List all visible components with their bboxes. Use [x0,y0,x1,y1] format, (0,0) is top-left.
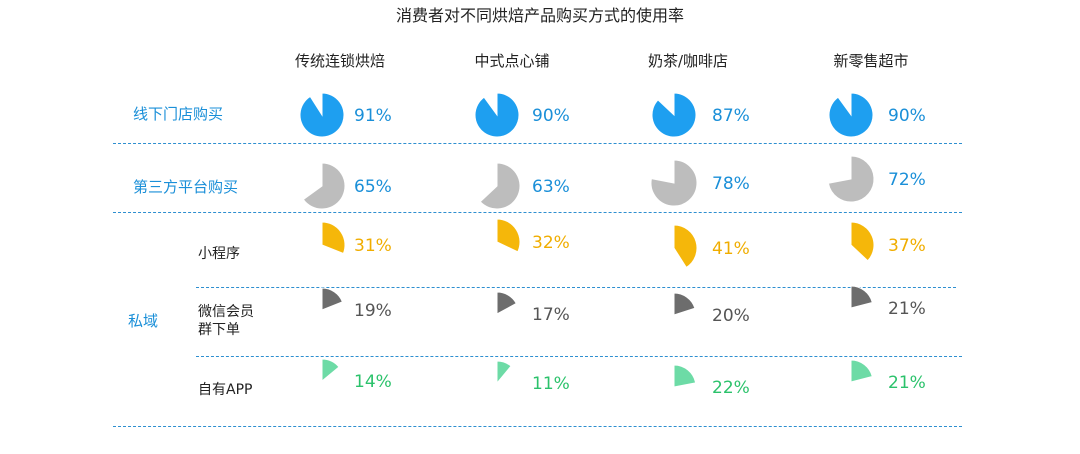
pie-mini-program-2 [496,218,521,253]
divider-5 [113,426,962,427]
pie-third-party-1 [302,162,346,210]
column-header-chinese-dim-sum: 中式点心铺 [474,52,550,70]
row-label-own-app: 自有APP [198,382,253,398]
pie-mini-program-1 [321,221,346,255]
value-label-wechat-group-2: 17% [532,305,570,325]
pie-own-app-3 [673,364,697,388]
value-label-own-app-2: 11% [532,374,570,394]
value-label-third-party-2: 63% [532,177,570,197]
value-label-own-app-4: 21% [888,373,926,393]
column-header-milk-tea-coffee: 奶茶/咖啡店 [647,52,729,70]
divider-4 [196,356,962,357]
value-label-offline-1: 91% [354,106,392,126]
value-label-mini-program-2: 32% [532,233,570,253]
value-label-third-party-3: 78% [712,174,750,194]
pie-third-party-4 [827,155,875,203]
pie-wechat-group-4 [850,285,873,309]
row-label-private-domain: 私域 [128,312,159,330]
pie-wechat-group-2 [496,291,517,315]
divider-3 [196,287,956,288]
value-label-mini-program-4: 37% [888,236,926,256]
pie-third-party-3 [650,159,698,207]
divider-2 [113,212,962,213]
pie-own-app-4 [850,359,873,383]
value-label-mini-program-3: 41% [712,239,750,259]
value-label-wechat-group-4: 21% [888,299,926,319]
row-label-wechat-group-line-1: 微信会员 [198,304,254,320]
value-label-third-party-4: 72% [888,170,926,190]
pie-mini-program-3 [673,224,698,269]
value-label-wechat-group-3: 20% [712,306,750,326]
row-label-offline: 线下门店购买 [133,105,224,123]
value-label-wechat-group-1: 19% [354,301,392,321]
pie-mini-program-4 [850,221,875,262]
value-label-mini-program-1: 31% [354,236,392,256]
row-label-third-party: 第三方平台购买 [133,178,239,196]
column-header-traditional-bakery: 传统连锁烘焙 [294,52,386,70]
value-label-own-app-3: 22% [712,378,750,398]
value-label-offline-2: 90% [532,106,570,126]
pie-wechat-group-3 [673,292,696,316]
row-label-mini-program: 小程序 [198,246,240,262]
pie-own-app-2 [496,360,512,385]
column-header-new-retail: 新零售超市 [833,52,909,70]
pie-offline-3 [651,92,697,138]
pie-third-party-2 [479,162,521,210]
pie-offline-1 [299,92,345,138]
value-label-own-app-1: 14% [354,372,392,392]
pie-offline-4 [828,92,874,138]
divider-1 [113,143,962,144]
chart-title: 消费者对不同烘焙产品购买方式的使用率 [395,6,684,25]
value-label-third-party-1: 65% [354,177,392,197]
value-label-offline-3: 87% [712,106,750,126]
row-label-wechat-group: 微信会员 群下单 [198,303,254,339]
value-label-offline-4: 90% [888,106,926,126]
pie-wechat-group-1 [321,287,344,311]
pie-own-app-1 [321,358,340,383]
pie-offline-2 [474,92,520,138]
row-label-wechat-group-line-2: 群下单 [198,322,240,338]
